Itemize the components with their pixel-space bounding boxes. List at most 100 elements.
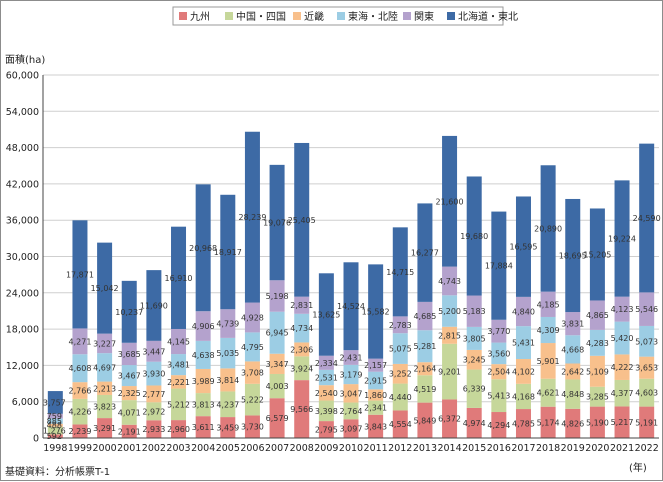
data-label: 9,201 [438,368,461,377]
bar-segment [146,420,162,438]
bar-segment [318,369,334,386]
bar-segment [244,415,260,438]
bar-segment [368,371,384,390]
source-note: 基礎資料：分析帳票T-1 [5,465,110,478]
data-label: 15,582 [362,308,390,317]
data-label: 5,174 [537,418,560,427]
bar-segment [442,326,458,344]
bar-segment [269,280,285,312]
y-tick-label: 12,000 [6,361,39,372]
bar-segment [97,333,113,354]
data-label: 3,398 [315,407,338,416]
data-label: 4,785 [512,420,535,429]
bar-segment [343,384,359,403]
bar-segment [442,135,458,267]
data-label: 3,285 [586,393,609,402]
bar-segment [565,363,581,380]
bar-segment [565,379,581,409]
data-label: 2,213 [93,384,116,393]
data-label: 5,200 [438,307,461,316]
data-label: 4,865 [586,311,609,320]
data-label: 4,222 [611,363,634,372]
data-label: 3,481 [167,361,190,370]
legend-swatch [403,12,411,20]
bar-segment [392,333,408,364]
y-tick-label: 48,000 [6,143,39,154]
x-tick-label: 2005 [216,443,240,454]
bar-segment [589,406,605,438]
data-label: 5,420 [611,334,634,343]
data-label: 5,849 [413,416,436,425]
bar-segment [171,354,187,376]
legend-label: 東海・北陸 [348,10,398,23]
bar-segment [220,309,236,338]
data-label: 2,960 [167,425,190,434]
bar-segment [639,356,655,379]
bar-segment [466,349,482,370]
bars [47,131,655,438]
data-label: 4,145 [167,338,190,347]
y-tick-label: 60,000 [6,71,39,82]
bar-segment [343,419,359,438]
data-label: 4,071 [118,408,141,417]
data-label: 592 [47,432,62,441]
bar-segment [146,361,162,386]
legend-label: 関東 [414,10,434,23]
data-label: 18,695 [559,252,587,261]
bar-segment [171,388,187,421]
data-label: 4,237 [216,400,239,409]
data-label: 3,653 [635,364,658,373]
data-label: 3,179 [340,370,363,379]
bar-segment [121,400,137,425]
data-label: 4,294 [487,421,510,430]
bar-segment [171,226,187,329]
data-label: 3,989 [192,377,215,386]
data-label: 4,826 [561,419,584,428]
bar-segment [294,296,310,314]
data-label: 5,546 [635,305,658,314]
bar-segment [72,328,88,355]
bar-segment [72,398,88,425]
bar-segment [540,343,556,379]
bar-segment [515,359,531,384]
bar-segment [614,180,630,297]
bar-segment [491,412,507,438]
bar-segment [97,418,113,438]
bar-segment [540,165,556,292]
data-label: 2,504 [487,368,510,377]
bar-segment [491,319,507,343]
bar-segment [121,365,137,387]
data-label: 6,372 [438,415,461,424]
y-tick-label: 36,000 [6,216,39,227]
data-label: 19,680 [460,232,488,241]
bar-segment [244,131,260,303]
data-label: 4,668 [561,345,584,354]
bar-segment [417,402,433,438]
x-tick-label: 2019 [561,443,585,454]
bar-segment [466,407,482,438]
data-label: 5,073 [635,337,658,346]
data-label: 3,560 [487,349,510,358]
bar-segment [269,398,285,438]
data-label: 4,603 [635,389,658,398]
data-label: 4,697 [93,363,116,372]
x-tick-label: 2014 [437,443,461,454]
bar-segment [121,386,137,401]
x-tick-label: 2002 [142,443,166,454]
data-label: 4,739 [216,320,239,329]
bar-segment [540,316,556,344]
data-label: 2,157 [364,361,387,370]
bar-segment [195,416,211,438]
data-label: 2,777 [142,390,165,399]
data-label: 5,222 [241,396,264,405]
data-label: 4,226 [69,408,92,417]
bar-segment [589,300,605,330]
data-label: 3,805 [463,334,486,343]
bar-segment [639,378,655,407]
bar-segment [97,394,113,419]
data-label: 3,447 [142,347,165,356]
bar-segment [466,369,482,408]
bar-segment [121,280,137,343]
data-label: 13,625 [312,311,340,320]
y-tick-label: 6,000 [12,397,39,408]
